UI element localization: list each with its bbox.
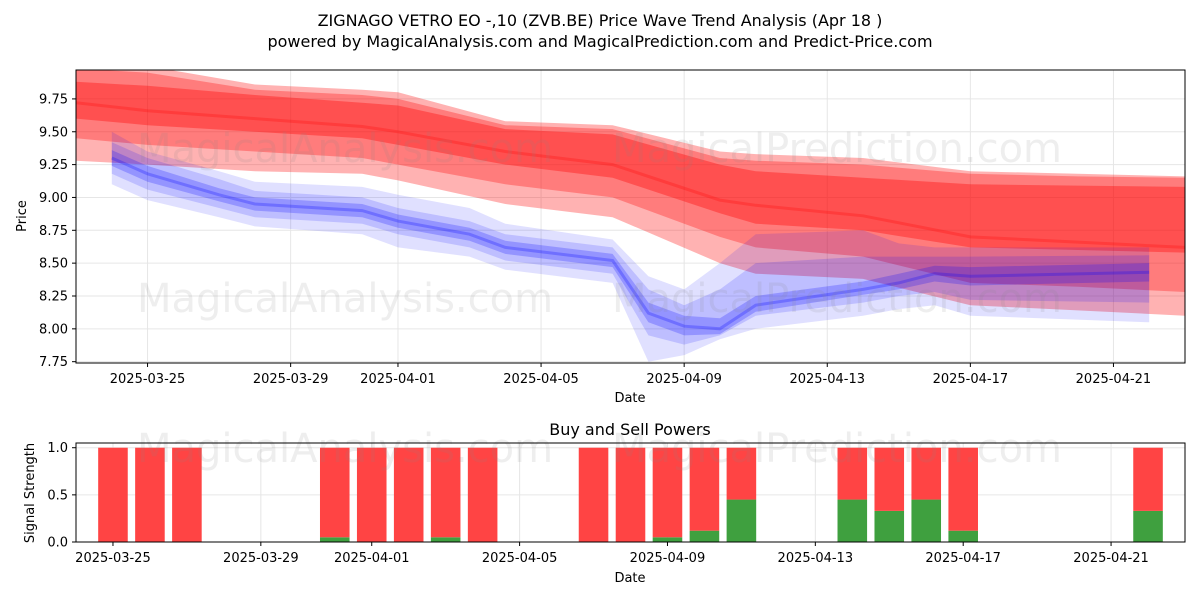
- signal-x-tick-label: 2025-04-13: [778, 551, 854, 566]
- buy-bar: [1133, 510, 1163, 542]
- buy-bar: [911, 499, 942, 542]
- sell-bar: [467, 447, 498, 542]
- blue-wave-band: [111, 150, 1150, 336]
- signal-x-tick-label: 2025-04-01: [334, 551, 410, 566]
- price-bands: [76, 70, 1185, 362]
- blue-wave-centerline: [111, 156, 1150, 331]
- signal-x-tick-label: 2025-04-21: [1073, 551, 1149, 566]
- price-y-tick-label: 8.25: [39, 289, 68, 304]
- signal-y-tick-label: 0.5: [47, 488, 68, 503]
- sell-bar: [356, 447, 387, 542]
- sell-bar: [135, 447, 165, 542]
- sell-bar: [948, 447, 978, 531]
- sell-bar: [430, 447, 461, 538]
- buy-bar: [319, 537, 350, 542]
- signal-x-tick-label: 2025-03-29: [223, 551, 299, 566]
- signal-y-axis-label: Signal Strength: [23, 443, 38, 543]
- watermark-text: MagicalAnalysis.com: [137, 276, 553, 322]
- price-x-axis-label: Date: [614, 391, 645, 406]
- watermark-text: MagicalAnalysis.com: [137, 426, 553, 472]
- price-x-tick-label: 2025-04-21: [1076, 372, 1152, 387]
- buy-bar: [874, 510, 905, 542]
- signal-x-tick-label: 2025-03-25: [75, 551, 151, 566]
- buy-bar: [837, 499, 868, 542]
- buy-bar: [948, 530, 978, 542]
- blue-wave-band: [111, 142, 1150, 345]
- price-x-tick-label: 2025-04-13: [789, 372, 865, 387]
- price-grid: [76, 70, 1185, 363]
- watermark-text: MagicalPrediction.com: [612, 126, 1062, 172]
- red-wave-band: [76, 81, 1185, 253]
- signal-y-tick-label: 0.0: [47, 536, 68, 551]
- sell-bar: [874, 447, 905, 511]
- signal-x-tick-label: 2025-04-05: [482, 551, 558, 566]
- chart-title: ZIGNAGO VETRO EO -,10 (ZVB.BE) Price Wav…: [318, 11, 883, 30]
- price-x-tick-label: 2025-04-09: [646, 372, 722, 387]
- red-wave-band: [76, 70, 1185, 292]
- buy-bar: [652, 537, 683, 542]
- signal-axes: 2025-03-25 2025-03-29 2025-04-01 2025-04-05…: [47, 441, 1149, 566]
- sell-bar: [319, 447, 350, 538]
- watermark-text: MagicalPrediction.com: [612, 276, 1062, 322]
- price-x-tick-label: 2025-04-17: [933, 372, 1009, 387]
- sell-bar: [911, 447, 942, 500]
- buy-bar: [430, 537, 461, 542]
- price-y-axis-label: Price: [15, 200, 30, 232]
- price-y-tick-label: 7.75: [39, 355, 68, 370]
- signal-x-axis-label: Date: [614, 571, 645, 586]
- red-wave-centerline: [76, 101, 1185, 249]
- sell-bar: [689, 447, 720, 531]
- price-axes: 2025-03-25 2025-03-29 2025-04-01 2025-04-05…: [39, 92, 1151, 387]
- sell-bar: [652, 447, 683, 538]
- watermark-text: MagicalAnalysis.com: [137, 126, 553, 172]
- signal-watermarks: MagicalAnalysis.com MagicalPrediction.com: [137, 426, 1062, 472]
- price-y-tick-label: 8.50: [39, 257, 68, 272]
- sell-bar: [837, 447, 868, 500]
- price-y-tick-label: 8.75: [39, 224, 68, 239]
- price-y-tick-label: 9.75: [39, 92, 68, 107]
- signal-x-tick-label: 2025-04-17: [925, 551, 1001, 566]
- signal-chart-title: Buy and Sell Powers: [549, 420, 711, 439]
- sell-bar: [172, 447, 202, 542]
- price-y-tick-label: 9.00: [39, 191, 68, 206]
- price-y-tick-label: 9.50: [39, 125, 68, 140]
- price-plot-frame: [75, 69, 1186, 364]
- price-x-tick-label: 2025-04-01: [360, 372, 436, 387]
- watermark-text: MagicalPrediction.com: [612, 426, 1062, 472]
- sell-bar: [578, 447, 609, 542]
- chart-subtitle: powered by MagicalAnalysis.com and Magic…: [267, 32, 932, 51]
- signal-plot-frame: [75, 442, 1186, 543]
- sell-bar: [615, 447, 646, 542]
- sell-bar: [726, 447, 757, 500]
- price-x-tick-label: 2025-03-25: [110, 372, 186, 387]
- red-wave-band: [76, 70, 1185, 316]
- sell-bar: [1133, 447, 1163, 511]
- price-y-tick-label: 8.00: [39, 322, 68, 337]
- sell-bar: [98, 447, 128, 542]
- signal-x-tick-label: 2025-04-09: [630, 551, 706, 566]
- sell-bar: [393, 447, 424, 542]
- price-watermarks: MagicalAnalysis.com MagicalPrediction.com…: [137, 126, 1062, 322]
- price-x-tick-label: 2025-03-29: [253, 372, 329, 387]
- signal-y-tick-label: 1.0: [47, 441, 68, 456]
- signal-bars: [98, 447, 1163, 542]
- price-x-tick-label: 2025-04-05: [503, 372, 579, 387]
- blue-wave-band: [111, 131, 1150, 362]
- buy-bar: [726, 499, 757, 542]
- buy-bar: [689, 530, 720, 542]
- price-y-tick-label: 9.25: [39, 158, 68, 173]
